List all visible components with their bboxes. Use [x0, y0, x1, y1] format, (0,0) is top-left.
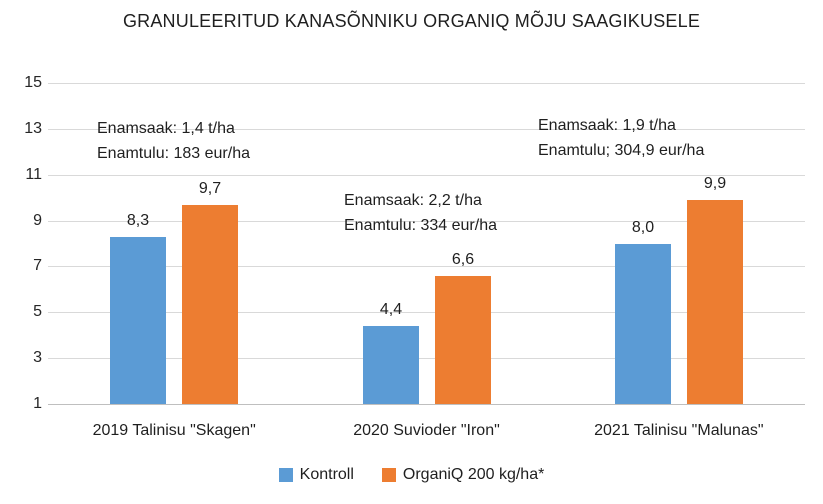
legend-item-organiq: OrganiQ 200 kg/ha*	[381, 466, 545, 484]
gridline-y-3	[48, 358, 805, 359]
annotation-0: Enamsaak: 1,4 t/ha Enamtulu: 183 eur/ha	[97, 120, 250, 162]
y-tick-label-7: 7	[33, 257, 42, 274]
gridline-y-7	[48, 266, 805, 267]
bar-kontroll-0	[110, 237, 166, 404]
annotation-1: Enamsaak: 2,2 t/ha Enamtulu: 334 eur/ha	[344, 192, 497, 234]
chart-title: GRANULEERITUD KANASÕNNIKU ORGANIQ MÕJU S…	[122, 11, 701, 31]
legend-swatch-icon	[278, 468, 293, 482]
legend-swatch-icon	[381, 468, 396, 482]
y-tick-label-11: 11	[25, 166, 42, 183]
data-label-kontroll-1: 4,4	[379, 301, 403, 318]
gridline-y-9	[48, 221, 805, 222]
legend-item-kontroll: Kontroll	[278, 466, 354, 484]
y-tick-label-15: 15	[24, 74, 42, 91]
bar-organiq-2	[687, 200, 743, 404]
gridline-y-11	[48, 175, 805, 176]
bar-kontroll-1	[363, 326, 419, 404]
data-label-kontroll-2: 8,0	[631, 219, 655, 236]
y-tick-label-1: 1	[33, 395, 42, 412]
data-label-kontroll-0: 8,3	[126, 212, 150, 229]
legend: Kontroll OrganiQ 200 kg/ha*	[0, 466, 823, 484]
data-label-organiq-1: 6,6	[451, 251, 475, 268]
bar-organiq-1	[435, 276, 491, 404]
category-label-2: 2021 Talinisu "Malunas"	[594, 422, 764, 439]
y-tick-label-13: 13	[24, 120, 42, 137]
category-label-1: 2020 Suvioder "Iron"	[353, 422, 500, 439]
x-axis-line	[48, 404, 805, 405]
bar-kontroll-2	[615, 244, 671, 404]
y-tick-label-3: 3	[33, 349, 42, 366]
category-label-0: 2019 Talinisu "Skagen"	[92, 422, 256, 439]
y-tick-label-9: 9	[33, 212, 42, 229]
data-label-organiq-2: 9,9	[703, 175, 727, 192]
data-label-organiq-0: 9,7	[198, 180, 222, 197]
legend-label: Kontroll	[299, 466, 354, 483]
gridline-y-5	[48, 312, 805, 313]
gridline-y-15	[48, 83, 805, 84]
gridline-y-13	[48, 129, 805, 130]
annotation-2: Enamsaak: 1,9 t/ha Enamtulu; 304,9 eur/h…	[538, 117, 705, 159]
legend-label: OrganiQ 200 kg/ha*	[402, 466, 545, 483]
bar-organiq-0	[182, 205, 238, 404]
y-tick-label-5: 5	[33, 303, 42, 320]
